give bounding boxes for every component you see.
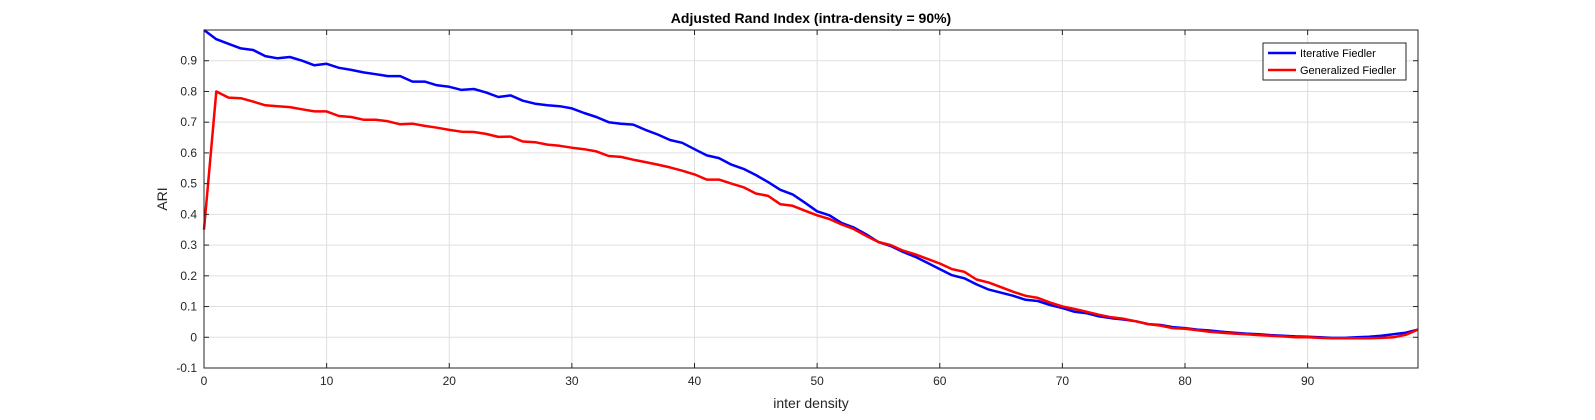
x-tick-label: 60 [933, 374, 947, 388]
legend-label-generalized-fiedler: Generalized Fiedler [1300, 65, 1396, 77]
chart-title: Adjusted Rand Index (intra-density = 90%… [671, 10, 951, 26]
x-tick-label: 40 [688, 374, 702, 388]
legend-label-iterative-fiedler: Iterative Fiedler [1300, 48, 1376, 60]
y-tick-label: 0.5 [180, 177, 197, 191]
x-tick-label: 0 [201, 374, 208, 388]
legend-box [1262, 42, 1407, 81]
y-tick-label: 0.1 [180, 300, 197, 314]
series-lines [202, 28, 1419, 340]
x-tick-label: 50 [810, 374, 824, 388]
x-tick-label: 90 [1301, 374, 1315, 388]
legend: Iterative Fiedler Generalized Fiedler [1262, 42, 1407, 81]
plot-frame [203, 29, 1419, 369]
y-tick-label: 0.6 [180, 146, 197, 160]
x-tick-label: 10 [320, 374, 334, 388]
y-axis-label: ARI [154, 187, 170, 210]
x-tick-label: 30 [565, 374, 579, 388]
y-tick-label: -0.1 [176, 361, 197, 375]
y-tick-label: 0.2 [180, 269, 197, 283]
y-tick-label: 0.8 [180, 84, 197, 98]
x-tick-label: 20 [443, 374, 457, 388]
plot-background [204, 30, 1418, 368]
axis-ticks: 0 10 20 30 40 50 60 70 80 90 -0.1 0 0.1 0.2 0.3 0.4 0.5 0… [176, 30, 1418, 388]
series-line-generalized-fiedler [202, 90, 1419, 340]
y-tick-label: 0.7 [180, 115, 197, 129]
x-axis-label: inter density [773, 395, 848, 411]
y-tick-label: 0 [190, 330, 197, 344]
x-tick-label: 70 [1056, 374, 1070, 388]
y-tick-label: 0.3 [180, 238, 197, 252]
y-tick-label: 0.4 [180, 207, 197, 221]
x-tick-label: 80 [1178, 374, 1192, 388]
y-tick-label: 0.9 [180, 54, 197, 68]
